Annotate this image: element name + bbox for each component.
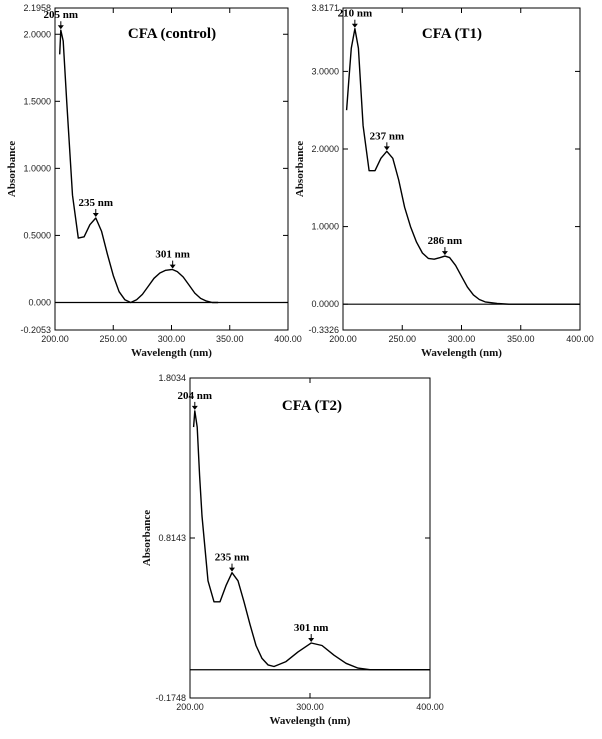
peak-arrow-head xyxy=(57,25,64,30)
chart-panel-3: 200.00 300.00 400.00 1.8034 0.8143 -0.1748 CFA… xyxy=(141,373,444,727)
peak-arrow-head xyxy=(308,638,315,643)
y-tick-label: 3.8171 xyxy=(311,3,339,13)
y-tick-label: -0.3326 xyxy=(308,325,339,335)
chart-panel-2: 200.00 250.00 300.00 350.00 400.00 3.8171 3.00… xyxy=(294,3,594,359)
peak-label: 210 nm xyxy=(338,8,373,20)
y-tick-label: 0.5000 xyxy=(23,230,51,240)
peak-label: 237 nm xyxy=(370,130,405,142)
spectrum-line xyxy=(345,28,580,305)
peak-label: 301 nm xyxy=(155,249,190,261)
x-tick-label: 400.00 xyxy=(566,334,594,344)
peak-label: 205 nm xyxy=(44,9,79,21)
y-tick-label: 2.0000 xyxy=(23,29,51,39)
x-tick-label: 200.00 xyxy=(329,334,357,344)
peak-label: 235 nm xyxy=(215,552,250,564)
y-tick-label: 1.8034 xyxy=(158,373,186,383)
y-axis-title: Absorbance xyxy=(294,141,306,197)
y-tick-label: 1.0000 xyxy=(311,222,339,232)
peak-label: 204 nm xyxy=(178,390,213,402)
x-tick-label: 400.00 xyxy=(416,702,444,712)
peak-label: 301 nm xyxy=(294,622,329,634)
y-tick-label: -0.2053 xyxy=(20,325,51,335)
y-tick-label: 1.5000 xyxy=(23,96,51,106)
chart-panel-1: 200.00 250.00 300.00 350.00 400.00 2.1958 2.00… xyxy=(6,3,302,359)
peak-label: 286 nm xyxy=(428,235,463,247)
x-tick-label: 200.00 xyxy=(176,702,204,712)
panel-title: CFA (T2) xyxy=(282,398,342,414)
peak-label: 235 nm xyxy=(79,197,114,209)
peak-arrow-head xyxy=(92,212,99,217)
y-tick-label: 3.0000 xyxy=(311,66,339,76)
y-tick-label: -0.1748 xyxy=(155,693,186,703)
x-tick-label: 250.00 xyxy=(388,334,416,344)
x-tick-label: 300.00 xyxy=(158,334,186,344)
y-tick-label: 2.1958 xyxy=(23,3,51,13)
y-axis-title: Absorbance xyxy=(141,510,153,566)
x-tick-label: 300.00 xyxy=(448,334,476,344)
y-tick-label: 0.8143 xyxy=(158,533,186,543)
x-tick-label: 300.00 xyxy=(296,702,324,712)
plot-frame xyxy=(189,377,431,699)
peak-arrow-head xyxy=(351,23,358,28)
peak-arrow-head xyxy=(441,251,448,256)
x-tick-label: 400.00 xyxy=(274,334,302,344)
x-axis-title: Wavelength (nm) xyxy=(421,347,502,359)
y-tick-label: 2.0000 xyxy=(311,144,339,154)
peak-arrow-head xyxy=(191,405,198,410)
panel-title: CFA (control) xyxy=(128,26,216,42)
plot-frame xyxy=(54,7,289,331)
x-tick-label: 250.00 xyxy=(99,334,127,344)
y-axis-title: Absorbance xyxy=(6,141,18,197)
peak-arrow-head xyxy=(229,567,235,572)
x-tick-label: 350.00 xyxy=(216,334,244,344)
peak-arrow-head xyxy=(383,146,390,151)
spectrum-line xyxy=(192,410,430,671)
x-tick-label: 200.00 xyxy=(41,334,69,344)
y-tick-label: 1.0000 xyxy=(23,163,51,173)
x-tick-label: 350.00 xyxy=(507,334,535,344)
panel-title: CFA (T1) xyxy=(422,26,482,42)
y-tick-label: 0.0000 xyxy=(311,299,339,309)
x-axis-title: Wavelength (nm) xyxy=(131,347,212,359)
y-tick-label: 0.000 xyxy=(28,297,51,307)
peak-arrow-head xyxy=(169,264,176,269)
x-axis-title: Wavelength (nm) xyxy=(270,715,351,727)
plot-frame xyxy=(342,7,581,331)
spectrum-line xyxy=(59,29,219,304)
